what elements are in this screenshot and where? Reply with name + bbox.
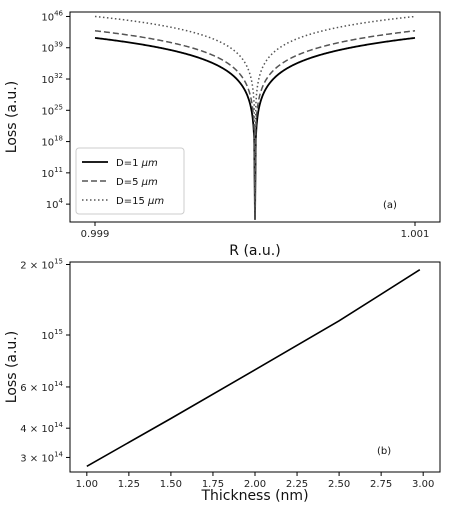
y-tick-label: 1032 <box>41 72 63 86</box>
y-tick-label: 6 × 1014 <box>20 380 63 394</box>
x-tick-label: 1.50 <box>160 479 182 490</box>
y-tick-label: 1018 <box>41 135 63 149</box>
x-tick-label: 2.00 <box>244 479 266 490</box>
x-tick-label: 0.999 <box>81 229 110 240</box>
x-tick-label: 2.75 <box>370 479 392 490</box>
x-tick-label: 3.00 <box>412 479 434 490</box>
y-tick-label: 3 × 1014 <box>20 450 63 464</box>
panel-b-ylabel: Loss (a.u.) <box>4 331 20 403</box>
panel-a-xlabel: R (a.u.) <box>229 243 280 259</box>
panel-b: 1.00 1.25 1.50 1.75 2.00 2.25 2.50 2.75 3.00 3 ×… <box>4 258 441 504</box>
y-tick-label: 104 <box>46 197 64 211</box>
x-tick-label: 1.00 <box>76 479 98 490</box>
x-tick-label: 1.25 <box>118 479 140 490</box>
y-tick-label: 1015 <box>41 328 63 342</box>
panel-b-tag: (b) <box>377 446 391 457</box>
series-line <box>86 269 421 467</box>
x-tick-label: 1.001 <box>401 229 430 240</box>
legend-entry: D=5 μm <box>116 177 158 188</box>
y-tick-label: 1025 <box>41 103 63 117</box>
panel-b-xlabel: Thickness (nm) <box>200 488 308 504</box>
legend-entry: D=15 μm <box>116 196 164 207</box>
y-tick-label: 1011 <box>41 166 63 180</box>
panel-b-frame <box>69 261 441 473</box>
series-line <box>94 15 416 220</box>
legend: D=1 μm D=5 μm D=15 μm <box>75 147 185 215</box>
panel-a: 0.999 1.001 104 1011 1018 1025 1032 1039 1046 R… <box>4 9 441 259</box>
panel-a-tag: (a) <box>383 200 397 211</box>
panel-a-frame <box>69 11 441 223</box>
x-tick-label: 1.75 <box>202 479 224 490</box>
y-tick-label: 1039 <box>41 41 63 55</box>
legend-box <box>75 147 185 215</box>
x-tick-label: 2.50 <box>328 479 350 490</box>
y-tick-label: 1046 <box>41 9 63 23</box>
x-tick-label: 2.25 <box>286 479 308 490</box>
series-line <box>94 30 416 220</box>
y-tick-label: 4 × 1014 <box>20 421 63 435</box>
legend-entry: D=1 μm <box>116 158 158 169</box>
panel-a-ylabel: Loss (a.u.) <box>4 81 20 153</box>
y-tick-label: 2 × 1015 <box>20 258 63 272</box>
